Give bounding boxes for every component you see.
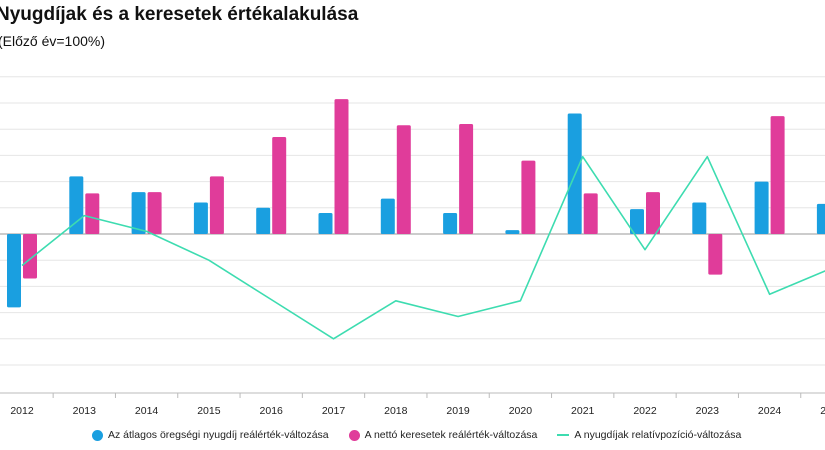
pension-bar-2015: [193, 202, 208, 234]
wage-bar-2016: [272, 137, 287, 234]
x-tick-label-2018: 2018: [384, 405, 408, 417]
pension-bar-2017: [318, 213, 333, 234]
x-tick-label-2012: 2012: [10, 405, 34, 417]
pension-bar-2020: [505, 230, 520, 234]
pension-bar-2023: [692, 202, 707, 234]
x-tick-label-2023: 2023: [696, 405, 720, 417]
legend-item-relative: A nyugdíjak relatívpozíció-változása: [557, 429, 741, 441]
legend-label-relative: A nyugdíjak relatívpozíció-változása: [574, 429, 742, 441]
pension-bar-2019: [443, 213, 458, 234]
legend: Az átlagos öregségi nyugdíj reálérték-vá…: [92, 429, 761, 441]
pension-bar-2016: [256, 207, 271, 234]
pension-bar-2018: [380, 198, 395, 234]
grid-lines: [0, 76, 825, 366]
legend-swatch-wages: [348, 429, 360, 441]
legend-item-pension: Az átlagos öregségi nyugdíj reálérték-vá…: [92, 429, 329, 441]
pension-bar-2012: [7, 234, 21, 308]
pension-bar-2014: [131, 192, 146, 234]
x-tick-label-2019: 2019: [446, 405, 470, 417]
x-tick-label-2013: 2013: [73, 405, 97, 417]
wage-bar-2018: [396, 125, 411, 234]
x-tick-label-2016: 2016: [260, 405, 284, 417]
legend-swatch-pension: [92, 429, 103, 441]
wage-bar-2019: [459, 123, 474, 234]
x-tick-label-2024: 2024: [758, 405, 782, 417]
chart-area: 2012 2013 2014 2015 2016 2017 2018 2019 2020 2021…: [0, 76, 825, 417]
wage-bar-2020: [521, 160, 536, 234]
pension-bar-2024: [754, 181, 769, 234]
x-axis: 2012 2013 2014 2015 2016 2017 2018 2019 2020 2021…: [0, 392, 825, 417]
x-tick-label-2014: 2014: [135, 405, 159, 417]
wage-bar-2022: [646, 192, 660, 234]
wage-bar-2017: [334, 99, 349, 234]
pension-bar-2025: [816, 203, 825, 234]
wage-bar-2024: [770, 116, 785, 234]
x-tick-label-2017: 2017: [322, 405, 346, 417]
wage-bar-2015: [209, 176, 224, 234]
x-tick-label-2020: 2020: [509, 405, 533, 417]
chart-subtitle: (Előző év=100%): [0, 33, 106, 49]
chart-title: Nyugdíjak és a keresetek értékalakulása: [0, 4, 359, 25]
wage-bar-2012: [23, 234, 37, 279]
wage-bar-2023: [708, 234, 723, 275]
bars: [7, 99, 825, 308]
wage-bar-2014: [147, 192, 162, 234]
wage-bar-2021: [583, 193, 598, 234]
x-tick-label-2022: 2022: [633, 405, 657, 417]
legend-label-wages: A nettó keresetek reálérték-változása: [364, 429, 538, 441]
line-series: [21, 155, 825, 340]
wage-bar-2013: [85, 193, 100, 234]
x-tick-label-2021: 2021: [571, 405, 595, 417]
legend-item-wages: A nettó keresetek reálérték-változása: [348, 429, 538, 441]
relative-position-line: [21, 155, 825, 340]
x-tick-label-2025: 2025: [820, 405, 825, 417]
legend-label-pension: Az átlagos öregségi nyugdíj reálérték-vá…: [108, 429, 329, 441]
x-tick-label-2015: 2015: [197, 405, 221, 417]
legend-swatch-relative: [557, 434, 570, 436]
pension-bar-2022: [630, 209, 644, 234]
